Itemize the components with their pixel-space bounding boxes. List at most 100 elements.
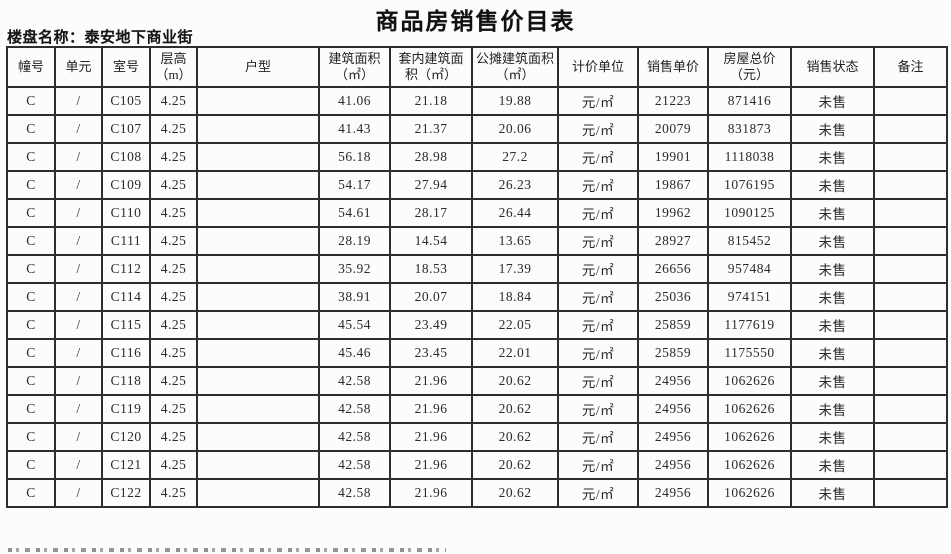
table-cell: C121 [101, 450, 151, 480]
table-cell: / [54, 86, 103, 116]
table-cell: / [54, 282, 103, 312]
table-cell: C [6, 142, 56, 172]
table-cell: / [54, 394, 103, 424]
table-cell: / [54, 478, 103, 508]
table-cell: 18.53 [389, 254, 473, 284]
column-header: 建筑面积（㎡） [318, 46, 391, 88]
table-cell: 56.18 [318, 142, 391, 172]
table-cell [873, 338, 948, 368]
table-cell: 4.25 [149, 226, 198, 256]
table-row: C / C118 4.25 42.58 21.96 20.62 元/㎡ 24956 1062626… [6, 366, 948, 396]
table-cell: 24956 [637, 394, 709, 424]
table-cell [873, 254, 948, 284]
table-cell: 未售 [790, 282, 875, 312]
table-cell: 未售 [790, 478, 875, 508]
table-cell: 21.37 [389, 114, 473, 144]
table-cell: 21.96 [389, 394, 473, 424]
table-cell: 42.58 [318, 394, 391, 424]
table-cell: 元/㎡ [557, 394, 639, 424]
table-row: C / C109 4.25 54.17 27.94 26.23 元/㎡ 19867 1076195… [6, 170, 948, 200]
table-cell: 未售 [790, 170, 875, 200]
table-cell: 未售 [790, 338, 875, 368]
table-cell: 4.25 [149, 366, 198, 396]
table-cell: C115 [101, 310, 151, 340]
table-cell: 4.25 [149, 394, 198, 424]
table-cell: 28927 [637, 226, 709, 256]
table-cell: 28.17 [389, 198, 473, 228]
table-cell: 22.05 [471, 310, 559, 340]
table-cell: C112 [101, 254, 151, 284]
table-cell: 42.58 [318, 422, 391, 452]
table-cell: 未售 [790, 198, 875, 228]
table-cell: C [6, 170, 56, 200]
page-title: 商品房销售价目表 [375, 9, 576, 34]
table-cell: 4.25 [149, 254, 198, 284]
table-cell: C [6, 282, 56, 312]
table-cell: 未售 [790, 114, 875, 144]
table-cell: 25859 [637, 338, 709, 368]
table-cell: 21.96 [389, 366, 473, 396]
table-cell: 1118038 [707, 142, 792, 172]
table-cell: 元/㎡ [557, 282, 639, 312]
table-cell: 42.58 [318, 478, 391, 508]
table-cell [873, 86, 948, 116]
table-cell: 未售 [790, 86, 875, 116]
table-cell: / [54, 450, 103, 480]
table-cell [873, 282, 948, 312]
table-cell: 974151 [707, 282, 792, 312]
table-cell: 38.91 [318, 282, 391, 312]
column-header: 套内建筑面积（㎡） [389, 46, 473, 88]
table-cell: 元/㎡ [557, 198, 639, 228]
table-cell: 4.25 [149, 450, 198, 480]
table-cell: 元/㎡ [557, 142, 639, 172]
table-cell: C [6, 338, 56, 368]
table-cell [873, 310, 948, 340]
table-cell: 4.25 [149, 310, 198, 340]
table-cell: 41.06 [318, 86, 391, 116]
table-cell: C116 [101, 338, 151, 368]
table-cell: / [54, 366, 103, 396]
table-cell: C108 [101, 142, 151, 172]
table-cell [196, 422, 320, 452]
table-cell [196, 394, 320, 424]
table-cell: 1062626 [707, 422, 792, 452]
table-cell: 4.25 [149, 422, 198, 452]
table-cell: 4.25 [149, 478, 198, 508]
cut-off-footnote-text [8, 548, 446, 553]
table-cell: 45.54 [318, 310, 391, 340]
table-cell: 41.43 [318, 114, 391, 144]
table-cell: 20.07 [389, 282, 473, 312]
table-cell: 元/㎡ [557, 310, 639, 340]
table-cell [873, 170, 948, 200]
table-cell: C [6, 226, 56, 256]
table-cell: 未售 [790, 422, 875, 452]
table-cell: 24956 [637, 478, 709, 508]
column-header: 计价单位 [557, 46, 639, 88]
table-cell [196, 282, 320, 312]
table-cell: 831873 [707, 114, 792, 144]
project-name-label: 楼盘名称：泰安地下商业街 [7, 30, 194, 46]
table-row: C / C122 4.25 42.58 21.96 20.62 元/㎡ 24956 1062626… [6, 478, 948, 508]
table-cell: C111 [101, 226, 151, 256]
table-cell: / [54, 422, 103, 452]
table-cell: 元/㎡ [557, 338, 639, 368]
table-row: C / C112 4.25 35.92 18.53 17.39 元/㎡ 26656 957484 未… [6, 254, 948, 284]
header-row: 幢号 单元 室号 层高（m） 户型 建筑面积（㎡） 套内建筑面积（㎡） 公摊建筑面积（㎡） 计价… [6, 46, 948, 88]
table-cell: 元/㎡ [557, 366, 639, 396]
table-cell: 26.44 [471, 198, 559, 228]
table-cell [196, 450, 320, 480]
table-row: C / C115 4.25 45.54 23.49 22.05 元/㎡ 25859 1177619… [6, 310, 948, 340]
table-cell: 21.96 [389, 422, 473, 452]
table-cell [873, 478, 948, 508]
table-cell [196, 142, 320, 172]
table-cell: 19901 [637, 142, 709, 172]
table-cell: C120 [101, 422, 151, 452]
table-cell: 元/㎡ [557, 86, 639, 116]
table-cell [873, 198, 948, 228]
column-header: 房屋总价（元） [707, 46, 792, 88]
table-cell [196, 366, 320, 396]
table-cell: C114 [101, 282, 151, 312]
column-header: 销售状态 [790, 46, 875, 88]
table-cell: / [54, 114, 103, 144]
table-cell: 19867 [637, 170, 709, 200]
